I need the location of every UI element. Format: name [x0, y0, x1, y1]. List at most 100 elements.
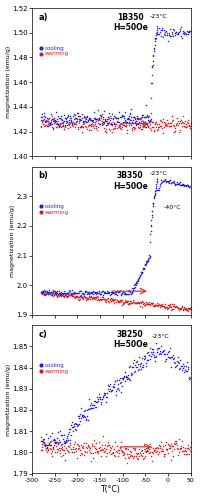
Point [53, 114, 56, 122]
Point [82, 290, 85, 298]
Point [56, 112, 60, 120]
Point [79, 414, 83, 422]
Point [150, 118, 153, 126]
Point [116, 298, 120, 306]
Point [188, 304, 192, 312]
Point [169, 303, 172, 311]
Point [111, 114, 114, 122]
Point [120, 112, 123, 120]
Point [148, 252, 151, 260]
Point [125, 459, 129, 467]
Point [68, 116, 71, 124]
Point [110, 450, 114, 458]
Point [120, 301, 123, 309]
Point [82, 451, 86, 459]
Point [103, 289, 106, 297]
Point [60, 430, 63, 438]
Point [167, 304, 171, 312]
Point [43, 290, 46, 298]
Point [92, 290, 95, 298]
Point [40, 122, 43, 130]
Point [137, 274, 141, 281]
Point [179, 364, 182, 372]
Point [160, 178, 164, 186]
Point [132, 452, 135, 460]
Point [67, 428, 70, 436]
Point [178, 359, 181, 367]
Point [61, 289, 65, 297]
Point [78, 116, 81, 124]
Point [82, 119, 86, 127]
Point [122, 112, 125, 120]
Point [144, 114, 147, 122]
Point [120, 378, 123, 386]
Point [130, 126, 134, 134]
Point [118, 374, 121, 382]
Point [94, 397, 97, 405]
Point [174, 122, 177, 130]
Point [83, 290, 86, 298]
Point [113, 295, 117, 303]
Point [81, 450, 84, 458]
Point [100, 296, 104, 304]
Point [51, 452, 54, 460]
Point [152, 52, 155, 60]
Point [148, 440, 151, 448]
Point [86, 294, 89, 302]
Point [178, 444, 182, 452]
Point [175, 28, 178, 36]
Point [185, 444, 188, 452]
Point [97, 296, 101, 304]
Point [73, 438, 77, 446]
Point [60, 119, 63, 127]
Point [170, 112, 173, 120]
Point [71, 118, 75, 126]
Point [114, 114, 118, 122]
Point [149, 222, 152, 230]
Point [46, 288, 49, 296]
Point [95, 288, 98, 296]
Point [102, 286, 105, 294]
Point [104, 296, 108, 304]
Point [170, 447, 174, 455]
Point [165, 176, 169, 184]
Point [178, 126, 182, 134]
Point [141, 456, 144, 464]
Legend: cooling, warming: cooling, warming [38, 44, 71, 59]
Point [90, 456, 93, 464]
Point [179, 304, 183, 312]
Point [101, 446, 105, 454]
Point [104, 124, 108, 132]
Point [50, 118, 53, 126]
Point [141, 362, 145, 370]
Point [61, 446, 65, 454]
Point [69, 117, 73, 125]
Point [127, 454, 131, 462]
Point [72, 290, 75, 298]
Point [146, 446, 150, 454]
Point [183, 304, 186, 312]
Point [177, 366, 180, 374]
Point [97, 288, 100, 296]
Point [73, 120, 77, 128]
Point [68, 119, 72, 127]
Point [66, 120, 70, 128]
Point [173, 358, 176, 366]
Point [144, 260, 147, 268]
Point [136, 279, 139, 287]
Point [74, 290, 77, 298]
Point [64, 456, 67, 464]
Point [148, 238, 152, 246]
Point [129, 452, 133, 460]
Point [55, 289, 58, 297]
Point [108, 290, 112, 298]
Point [177, 304, 180, 312]
Point [60, 288, 63, 296]
Point [54, 289, 57, 297]
Point [132, 122, 136, 130]
Point [41, 438, 45, 446]
Point [148, 300, 151, 308]
Point [126, 114, 130, 122]
Point [73, 290, 76, 298]
Point [161, 347, 164, 355]
